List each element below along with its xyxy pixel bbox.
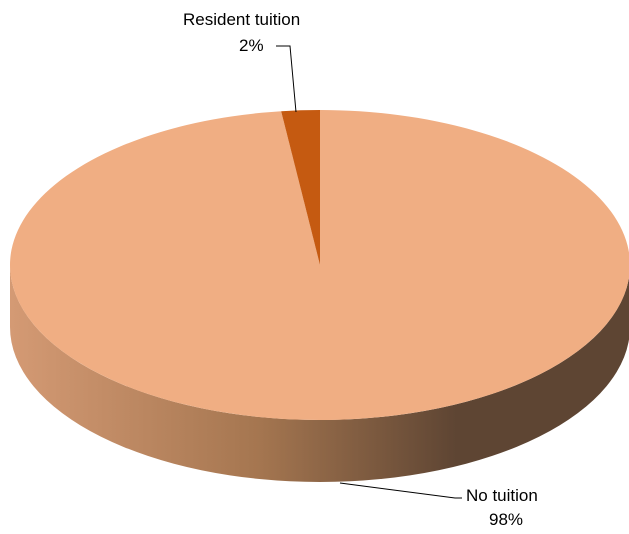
pie-side-wall <box>10 265 629 482</box>
leader-line-resident-tuition <box>276 45 297 113</box>
leader-line-no-tuition <box>339 482 462 499</box>
slice-label-no-tuition-name: No tuition <box>466 486 538 505</box>
pie-slice-resident-tuition <box>281 110 320 265</box>
slice-label-resident-tuition-name: Resident tuition <box>183 10 300 29</box>
slice-label-no-tuition-percent: 98% <box>489 510 523 529</box>
pie-slices <box>10 110 629 420</box>
leader-lines <box>276 45 462 499</box>
slice-label-resident-tuition-percent: 2% <box>239 36 264 55</box>
pie-side-wall-face <box>10 265 629 482</box>
pie-slice-no-tuition <box>10 110 629 420</box>
